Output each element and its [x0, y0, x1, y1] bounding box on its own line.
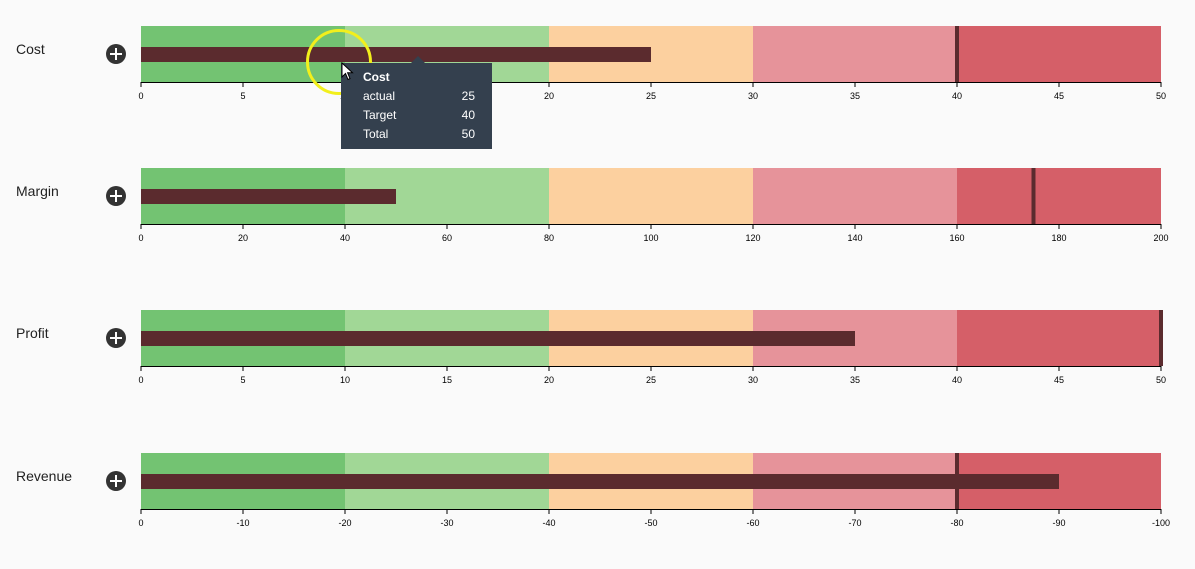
- tick-label: 40: [952, 91, 962, 101]
- tick-label: 25: [646, 375, 656, 385]
- tick-label: 40: [340, 233, 350, 243]
- tick-label: 140: [847, 233, 862, 243]
- tooltip-value: 40: [461, 108, 475, 122]
- tick-label: 180: [1051, 233, 1066, 243]
- range-band: [957, 26, 1161, 82]
- tick-label: 35: [850, 375, 860, 385]
- tick-label: 80: [544, 233, 554, 243]
- tooltip-label: actual: [363, 89, 396, 103]
- tick-label: -40: [542, 518, 555, 528]
- tick-label: 15: [442, 375, 452, 385]
- tick-label: 45: [1054, 91, 1064, 101]
- tick-label: 20: [238, 233, 248, 243]
- tooltip-value: 50: [461, 127, 475, 141]
- target-marker: [1031, 168, 1036, 224]
- tick-label: 0: [138, 91, 143, 101]
- tick-label: 35: [850, 91, 860, 101]
- tick-label: 20: [544, 375, 554, 385]
- tick-label: -70: [848, 518, 861, 528]
- tick-label: -80: [950, 518, 963, 528]
- tick-label: -100: [1152, 518, 1170, 528]
- range-band: [753, 26, 957, 82]
- bullet-chart-profit: 0 5 10 15 20 25 30 35 40 45 50: [138, 310, 1166, 385]
- chart-tooltip: Cost actual 25 Target 40 Total 50: [341, 56, 492, 149]
- tick-label: 10: [340, 375, 350, 385]
- tick-label: 30: [748, 375, 758, 385]
- tooltip-label: Target: [363, 108, 397, 122]
- tick-label: -60: [746, 518, 759, 528]
- tick-label: 0: [138, 233, 143, 243]
- tick-label: 0: [138, 518, 143, 528]
- tick-label: 40: [952, 375, 962, 385]
- tick-label: 30: [748, 91, 758, 101]
- bullet-title: Margin: [16, 183, 59, 199]
- tick-label: -20: [338, 518, 351, 528]
- bullet-title: Revenue: [16, 468, 73, 484]
- tooltip-label: Total: [363, 127, 389, 141]
- tick-label: 5: [240, 91, 245, 101]
- tick-label: 50: [1156, 91, 1166, 101]
- tooltip-title: Cost: [363, 70, 390, 84]
- bullet-chart-revenue: 0 -10 -20 -30 -40 -50 -60 -70 -80 -90 -100: [138, 453, 1170, 528]
- bullet-chart-margin: 0 20 40 60 80 100 120 140 160 180 200: [138, 168, 1169, 243]
- range-band: [957, 168, 1161, 224]
- expand-plus-icon[interactable]: [106, 186, 126, 206]
- mouse-pointer-icon: [341, 62, 354, 81]
- range-band: [549, 168, 753, 224]
- tick-label: 5: [240, 375, 245, 385]
- tick-label: -50: [644, 518, 657, 528]
- actual-bar: [141, 331, 855, 346]
- tooltip-value: 25: [461, 89, 475, 103]
- target-marker: [955, 26, 959, 82]
- actual-bar: [141, 189, 396, 204]
- tick-label: 120: [745, 233, 760, 243]
- tick-label: -90: [1052, 518, 1065, 528]
- tick-label: 200: [1153, 233, 1168, 243]
- tick-label: -30: [440, 518, 453, 528]
- tick-label: 20: [544, 91, 554, 101]
- tick-label: 45: [1054, 375, 1064, 385]
- range-band: [753, 168, 957, 224]
- range-band: [957, 310, 1161, 366]
- tick-label: 25: [646, 91, 656, 101]
- expand-plus-icon[interactable]: [106, 44, 126, 64]
- tick-label: -10: [236, 518, 249, 528]
- target-marker: [1159, 310, 1163, 366]
- tick-label: 50: [1156, 375, 1166, 385]
- actual-bar: [141, 47, 651, 62]
- target-marker: [955, 453, 959, 509]
- expand-plus-icon[interactable]: [106, 471, 126, 491]
- expand-plus-icon[interactable]: [106, 328, 126, 348]
- bullet-title: Profit: [16, 325, 49, 341]
- tick-label: 0: [138, 375, 143, 385]
- tick-label: 100: [643, 233, 658, 243]
- actual-bar: [141, 474, 1059, 489]
- tick-label: 60: [442, 233, 452, 243]
- tick-label: 160: [949, 233, 964, 243]
- bullet-title: Cost: [16, 41, 45, 57]
